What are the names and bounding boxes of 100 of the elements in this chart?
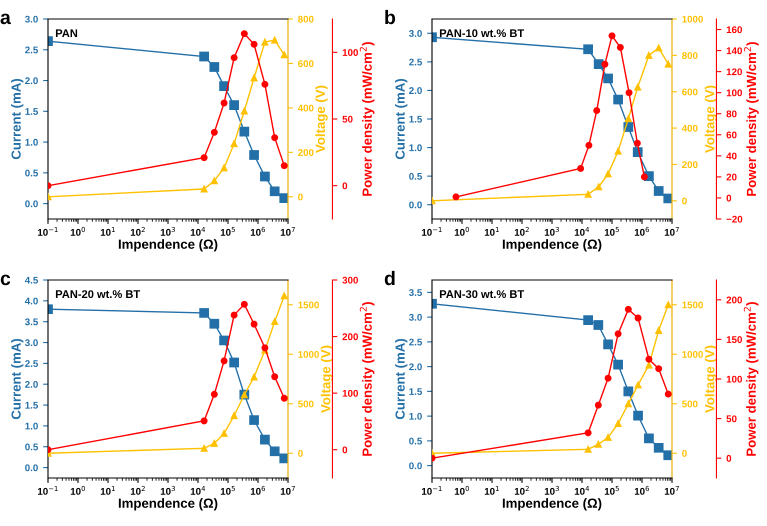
- y-tick-label: 0.5: [409, 172, 422, 180]
- x-tick-label: 10$^{6}$: [634, 486, 650, 495]
- y3-tick-label: 0: [342, 182, 348, 190]
- y-tick-label: 1.0: [409, 412, 422, 420]
- y3-tick-label: 100: [342, 390, 358, 397]
- y-tick-label: 0.0: [25, 200, 38, 208]
- y2-tick-label: 500: [682, 400, 698, 408]
- x-tick-label: 10$^{5}$: [220, 486, 235, 495]
- y3-tick-label: 20: [726, 174, 737, 181]
- y-tick-label: 2.0: [409, 87, 422, 94]
- y3-tick-label: 0: [342, 446, 348, 454]
- y2-tick-label: 0: [682, 198, 687, 204]
- y-tick-label: 0.0: [25, 464, 38, 472]
- y2-axis-title: Voltage (V): [704, 86, 718, 153]
- y2-tick-label: 1000: [682, 16, 703, 23]
- text: d: [384, 270, 395, 286]
- x-tick-label: 10$^{4}$: [190, 486, 206, 495]
- y2-tick-label: 600: [682, 88, 698, 96]
- text: PAN-20 wt.% BT: [56, 290, 140, 298]
- x-tick-label: 10$^{7}$: [280, 486, 295, 495]
- x-tick-label: 10$^{6}$: [250, 486, 266, 495]
- y-tick-label: 3.0: [408, 314, 422, 321]
- x-tick-label: 10$^{−1}$: [38, 486, 58, 495]
- y3-tick-label: 100: [726, 376, 742, 383]
- y2-tick-label: 0: [298, 194, 303, 200]
- y2-axis-title: Voltage (V): [704, 346, 718, 413]
- y2-tick-label: 1000: [682, 350, 703, 358]
- x-axis-title: Impendence (Ω): [118, 498, 218, 510]
- x-tick-label: 10$^{7}$: [280, 227, 295, 236]
- y2-axis-title: Voltage (V): [315, 86, 328, 153]
- x-tick-label: 10$^{2}$: [130, 486, 145, 495]
- x-tick-label: 10$^{2}$: [514, 486, 529, 495]
- y-tick-label: 2.0: [25, 380, 38, 388]
- x-axis-title: Impendence (Ω): [502, 498, 602, 510]
- x-tick-label: 10$^{7}$: [664, 227, 679, 236]
- y3-tick-label: 160: [726, 26, 742, 34]
- y2-axis-title: Voltage (V): [320, 346, 334, 413]
- y3-tick-label: 120: [726, 68, 742, 76]
- y3-tick-label: 0: [726, 454, 732, 462]
- y2-tick-label: 600: [298, 60, 314, 68]
- x-tick-label: 10$^{1}$: [100, 486, 115, 495]
- y-tick-label: 3.0: [24, 16, 38, 23]
- y3-tick-label: 60: [726, 132, 737, 138]
- y2-tick-label: 400: [298, 104, 314, 112]
- x-tick-label: 10$^{−1}$: [422, 486, 442, 495]
- y3-tick-label: 80: [726, 110, 737, 118]
- y3-tick-label: 0: [726, 194, 732, 202]
- text: a: [0, 14, 11, 24]
- x-tick-label: 10$^{5}$: [220, 227, 235, 236]
- x-axis-title: Impendence (Ω): [118, 239, 218, 252]
- y-tick-label: 1.5: [409, 388, 422, 395]
- y-tick-label: 4.5: [24, 276, 38, 284]
- y3-tick-label: 40: [726, 152, 737, 160]
- y-tick-label: 3.0: [408, 30, 422, 37]
- x-tick-label: 10$^{3}$: [544, 486, 559, 495]
- x-tick-label: 10$^{0}$: [70, 486, 86, 495]
- y3-tick-label: −20: [726, 216, 742, 223]
- y-tick-label: 2.5: [409, 338, 422, 346]
- x-tick-label: 10$^{5}$: [604, 486, 619, 495]
- x-tick-label: 10$^{3}$: [160, 226, 175, 236]
- x-tick-label: 10$^{3}$: [160, 486, 175, 495]
- x-tick-label: 10$^{−1}$: [38, 227, 58, 236]
- x-tick-label: 10$^{4}$: [190, 227, 206, 236]
- y-tick-label: 0.5: [25, 443, 38, 450]
- y2-tick-label: 1000: [298, 350, 319, 358]
- x-tick-label: 10$^{1}$: [100, 227, 115, 236]
- y-tick-label: 1.5: [25, 108, 38, 115]
- x-tick-label: 10$^{7}$: [664, 486, 679, 495]
- x-tick-label: 10$^{1}$: [484, 227, 499, 236]
- x-axis-title: Impendence (Ω): [502, 239, 602, 252]
- y2-tick-label: 500: [298, 400, 314, 408]
- y-tick-label: 3.0: [24, 339, 38, 346]
- y2-tick-label: 1500: [682, 301, 703, 308]
- x-tick-label: 10$^{−1}$: [422, 227, 442, 236]
- text: c: [0, 274, 10, 286]
- y-tick-label: 1.5: [409, 116, 422, 123]
- text: PAN-30 wt.% BT: [440, 290, 524, 298]
- text: b: [385, 10, 396, 24]
- y3-axis-title: Power density (mW/cm$^{2}$): [744, 302, 758, 456]
- y-tick-label: 4.0: [24, 298, 38, 304]
- y-tick-label: 0.0: [409, 462, 422, 470]
- y-tick-label: 1.0: [25, 422, 38, 430]
- y-axis-title: Current (mA): [11, 338, 24, 420]
- y-tick-label: 0.5: [409, 438, 422, 444]
- y-tick-label: 1.5: [25, 402, 38, 409]
- y3-axis-title: Power density (mW/cm$^{2}$): [360, 42, 374, 196]
- y2-tick-label: 1500: [298, 301, 319, 308]
- y3-axis-title: Power density (mW/cm$^{2}$): [360, 302, 374, 456]
- y2-tick-label: 0: [682, 450, 687, 457]
- y2-tick-label: 0: [298, 450, 303, 457]
- y3-tick-label: 200: [342, 333, 358, 340]
- x-tick-label: 10$^{5}$: [604, 227, 619, 236]
- y-tick-label: 2.0: [25, 77, 38, 84]
- y3-tick-label: 50: [342, 116, 353, 123]
- x-tick-label: 10$^{0}$: [454, 226, 470, 236]
- y-axis-title: Current (mA): [395, 338, 408, 420]
- x-tick-label: 10$^{2}$: [130, 226, 145, 236]
- y2-tick-label: 200: [298, 149, 314, 156]
- x-tick-label: 10$^{4}$: [574, 486, 590, 495]
- x-tick-label: 10$^{4}$: [574, 227, 590, 236]
